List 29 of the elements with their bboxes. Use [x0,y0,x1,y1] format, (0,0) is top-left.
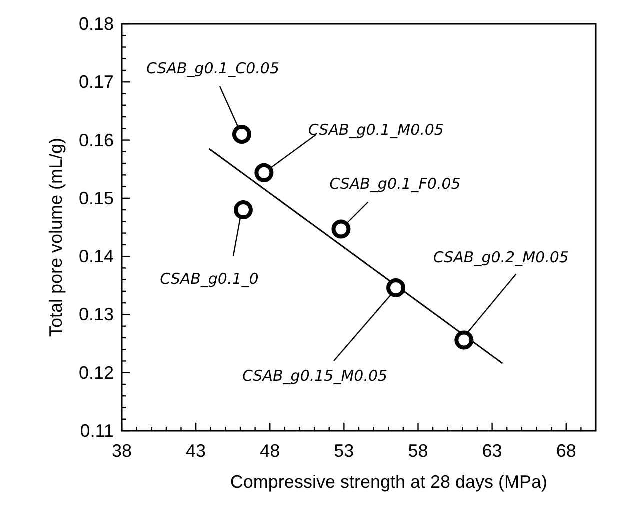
point [332,220,351,239]
annotation: CSAB_g0.2_M0.05 [433,248,569,266]
y-tick-label: 0.13 [78,304,114,325]
annotation: CSAB_g0.15_M0.05 [242,366,388,385]
annotation: CSAB_g0.1_M0.05 [308,120,444,139]
y-tick-label: 0.18 [78,14,114,34]
y-tick-label: 0.11 [80,421,114,441]
annotation: CSAB_g0.1_0 [160,270,259,288]
x-tick-label: 43 [186,441,206,461]
point [254,163,274,182]
point [454,330,474,350]
point [234,200,253,220]
x-tick-label: 48 [260,441,280,461]
point [232,124,252,144]
y-tick-label: 0.15 [78,188,114,208]
x-tick-label: 68 [556,441,576,461]
y-tick-label: 0.17 [78,72,114,92]
annotation: CSAB_g0.1_C0.05 [146,59,280,78]
x-axis-title: Compressive strength at 28 days (MPa) [230,472,548,492]
x-tick-label: 63 [482,441,502,461]
x-tick-label: 53 [334,441,354,461]
point [386,278,406,298]
y-axis-title: Total pore volume (mL/g) [46,138,66,338]
annotation: CSAB_g0.1_F0.05 [330,175,461,194]
y-tick-label: 0.14 [78,246,114,267]
y-tick-label: 0.16 [78,130,114,150]
x-tick-label: 58 [408,441,428,461]
x-tick-label: 38 [112,441,132,461]
y-tick-label: 0.12 [78,362,114,383]
